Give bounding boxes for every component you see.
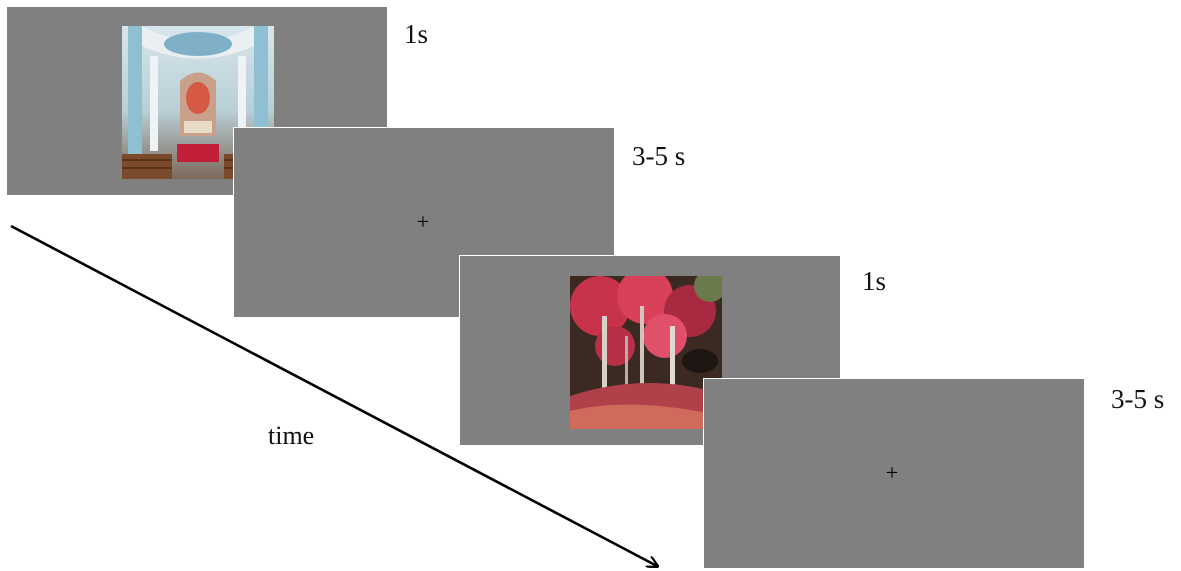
duration-label-2: 3-5 s (632, 141, 686, 171)
fixation-cross: + (416, 209, 430, 234)
time-axis-label: time (268, 421, 315, 450)
trial-screen-scene-1 (7, 7, 387, 195)
fixation-cross: + (885, 460, 899, 485)
trial-screen-scene-2 (460, 256, 840, 445)
duration-label-3: 1s (862, 266, 887, 296)
autumn-forest-image (570, 276, 722, 429)
trial-screen-fixation-2: + (704, 379, 1084, 568)
duration-label-1: 1s (404, 19, 429, 49)
church-interior-image (122, 26, 274, 179)
duration-label-4: 3-5 s (1111, 384, 1165, 414)
